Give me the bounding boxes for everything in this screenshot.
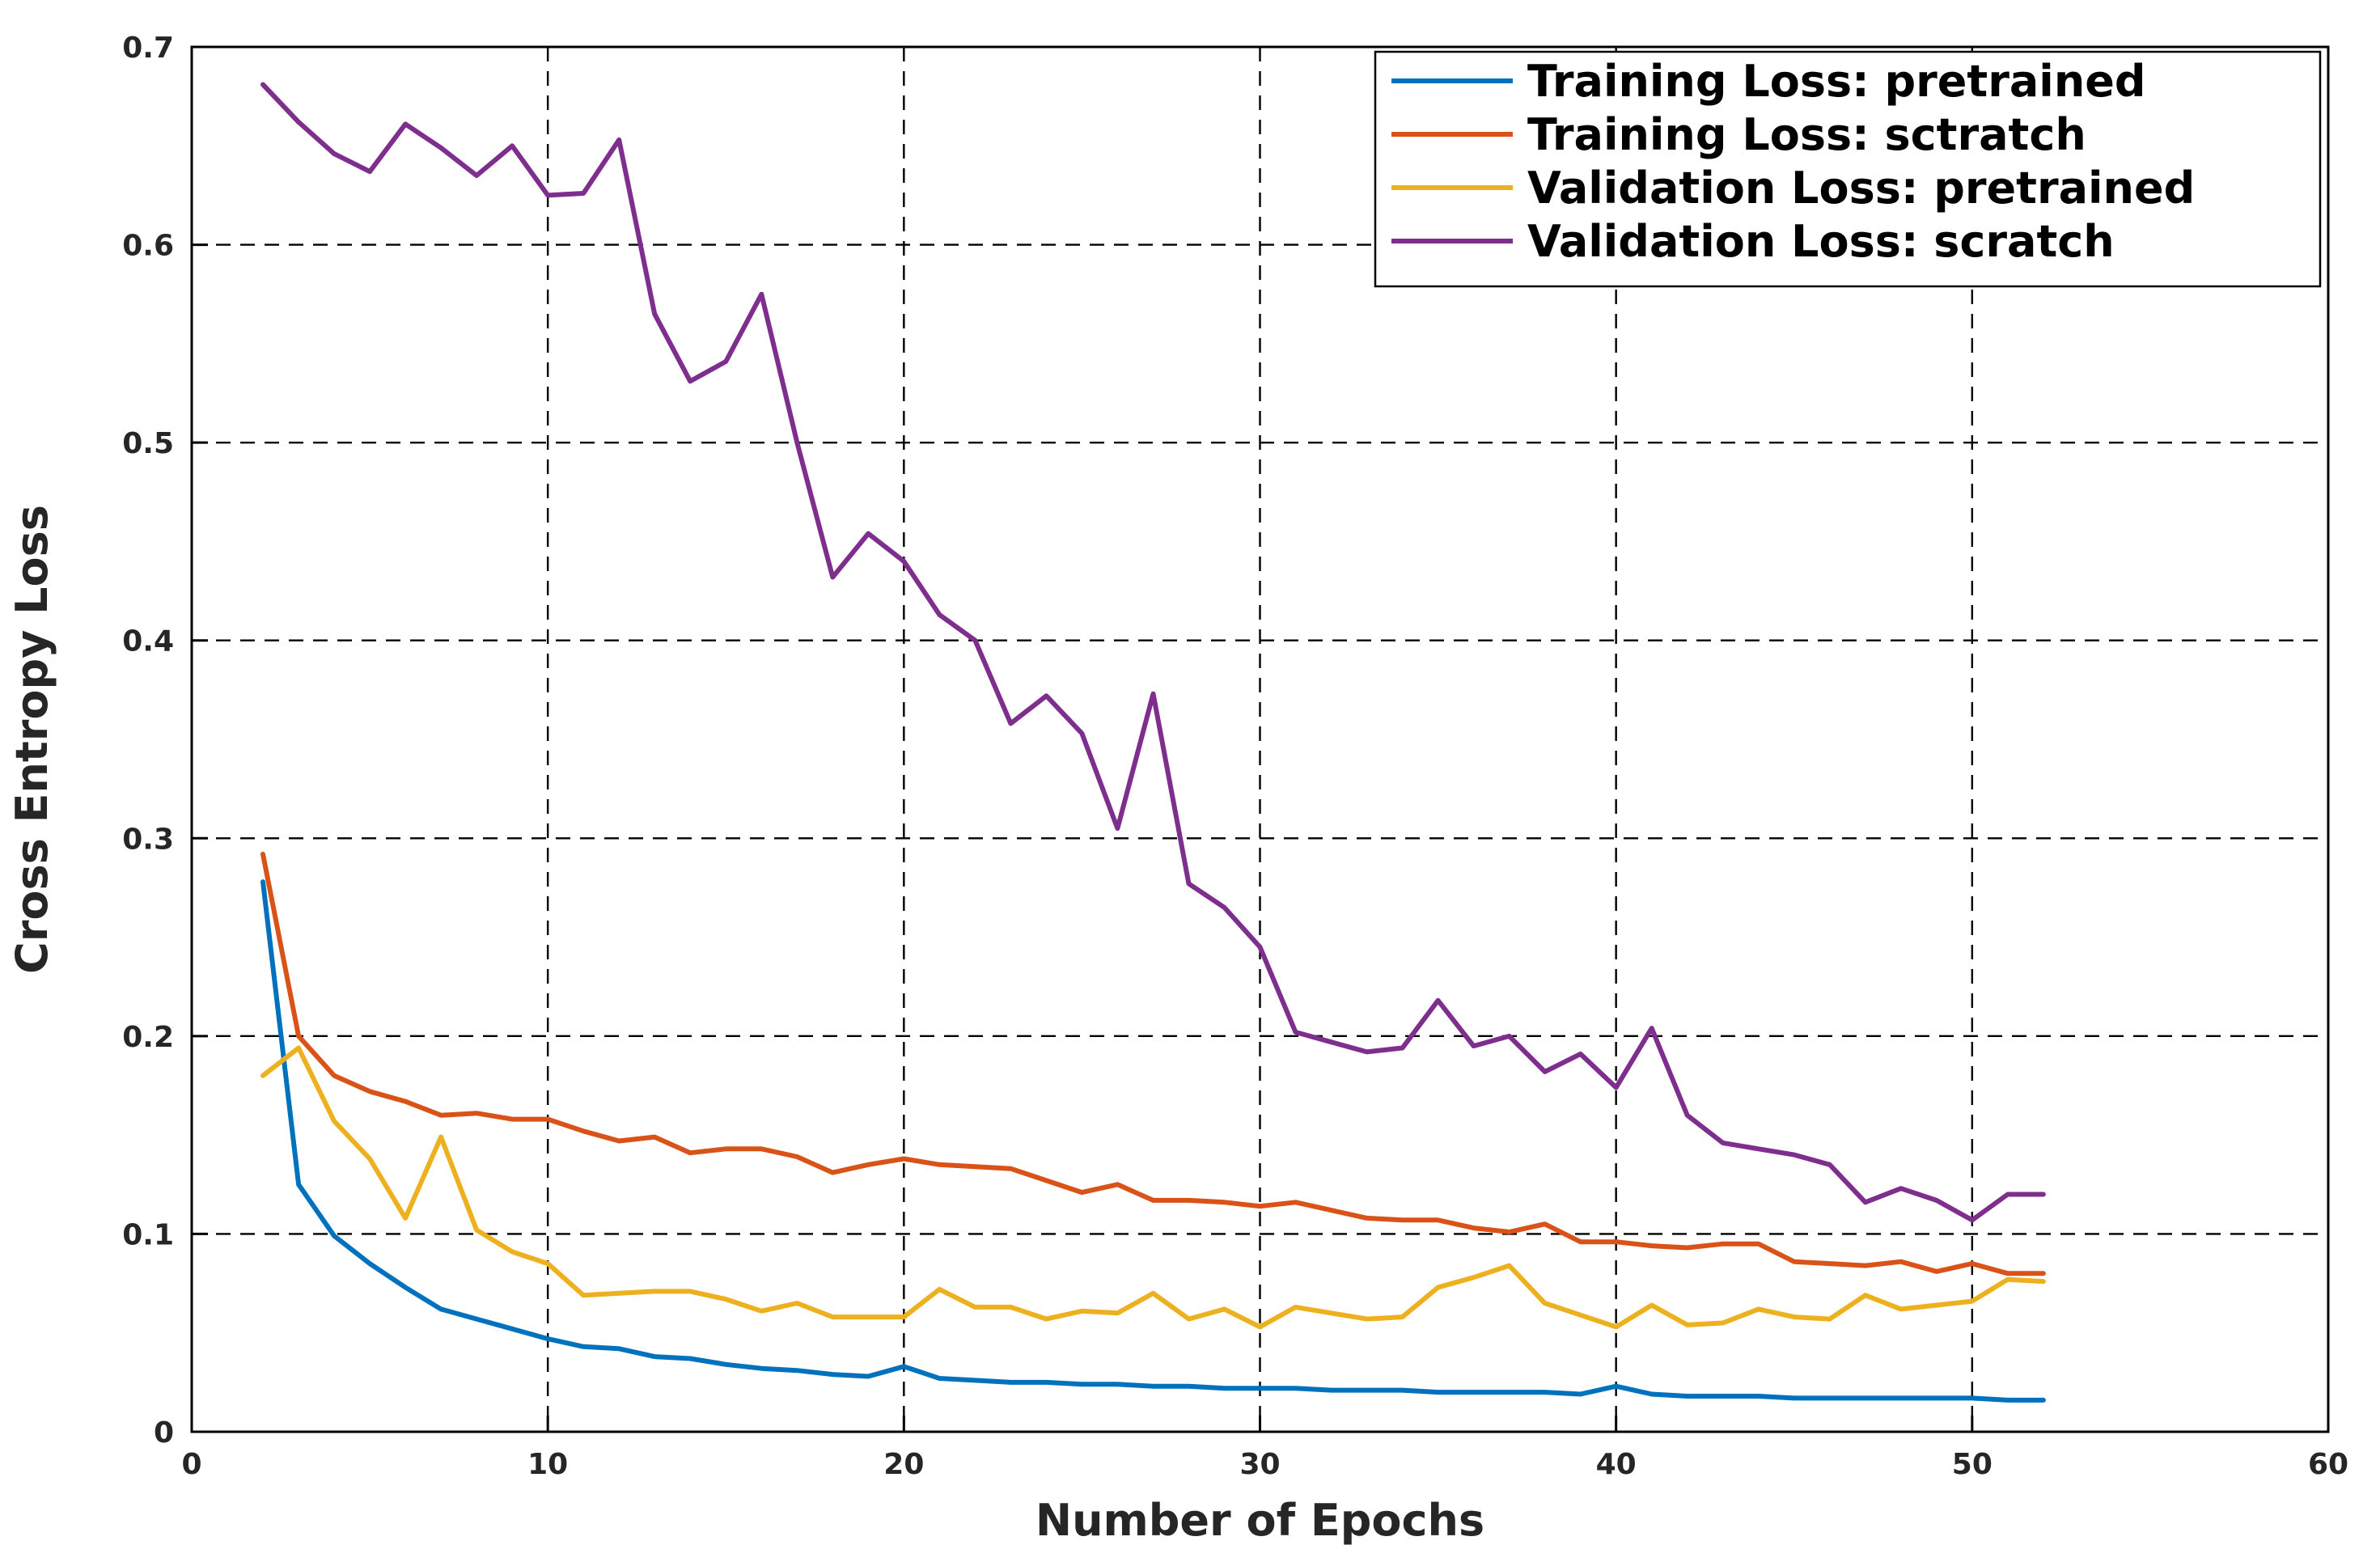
legend-entry-validation-pretrained: Validation Loss: pretrained <box>1527 163 2195 214</box>
y-tick-label: 0.2 <box>122 1021 174 1054</box>
y-tick-label: 0.1 <box>122 1218 174 1251</box>
legend-entry-training-scratch: Training Loss: sctratch <box>1527 109 2086 160</box>
x-tick-label: 40 <box>1596 1448 1637 1481</box>
axis-ticks: 0 10 20 30 40 50 60 0 0.1 0.2 0.3 0.4 0.5 0.6 0.7 <box>122 32 2348 1481</box>
y-axis-label: Cross Entropy Loss <box>6 505 57 974</box>
legend: Training Loss: pretrained Training Loss:… <box>1374 50 2322 288</box>
y-tick-label: 0.7 <box>122 32 174 65</box>
y-tick-label: 0.6 <box>122 230 174 263</box>
series-line-validation-loss-scratch <box>260 82 2046 1223</box>
series-line-training-loss-pretrained <box>260 879 2046 1403</box>
x-tick-label: 10 <box>527 1448 568 1481</box>
x-tick-label: 60 <box>2308 1448 2348 1481</box>
x-axis-label: Number of Epochs <box>1035 1495 1484 1546</box>
x-tick-label: 30 <box>1239 1448 1280 1481</box>
series-line-validation-loss-pretrained <box>260 1045 2046 1330</box>
data-series <box>260 82 2046 1403</box>
legend-entry-validation-scratch: Validation Loss: scratch <box>1527 216 2115 267</box>
x-tick-label: 50 <box>1952 1448 1993 1481</box>
legend-box <box>1374 50 2322 288</box>
y-tick-label: 0.4 <box>122 625 174 658</box>
legend-entry-training-pretrained: Training Loss: pretrained <box>1527 56 2146 107</box>
y-tick-label: 0 <box>154 1416 174 1450</box>
y-tick-label: 0.5 <box>122 427 174 460</box>
x-tick-label: 20 <box>883 1448 924 1481</box>
series-line-training-loss-sctratch <box>260 851 2046 1276</box>
x-tick-label: 0 <box>181 1448 201 1481</box>
y-tick-label: 0.3 <box>122 823 174 856</box>
